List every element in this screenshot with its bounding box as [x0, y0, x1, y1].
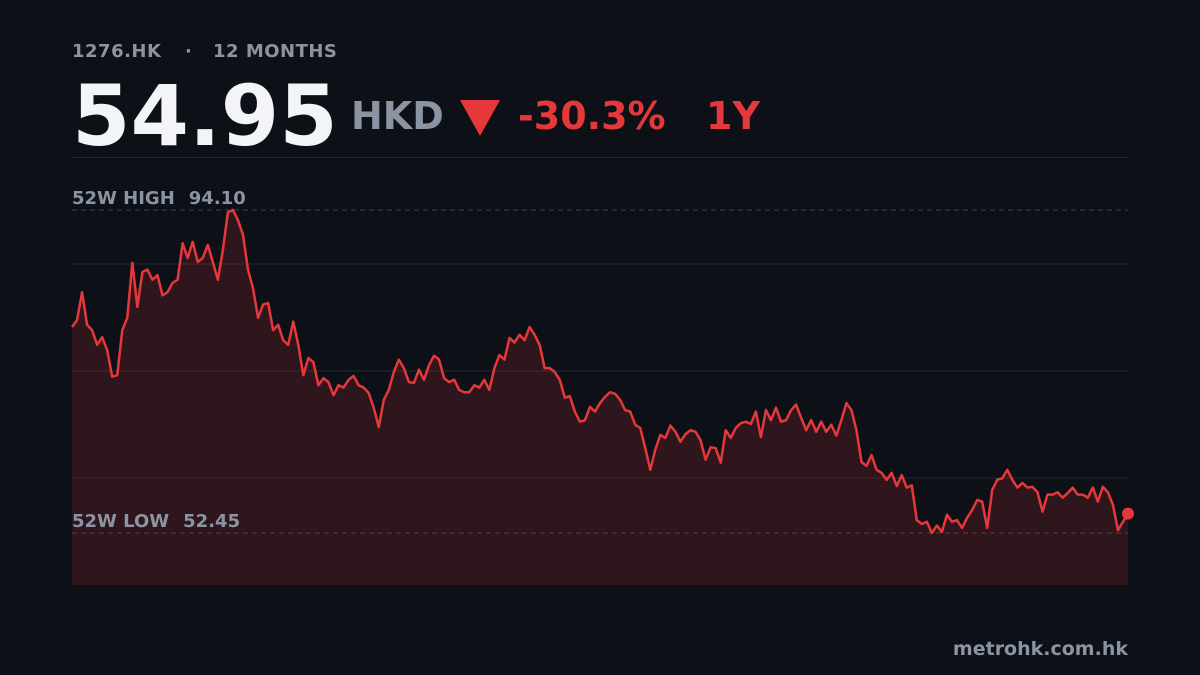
price-line [70, 208, 1130, 535]
low-label: 52W LOW [72, 511, 169, 532]
period: 12 MONTHS [213, 41, 337, 62]
area-fill [72, 209, 1128, 585]
price: 54.95 [72, 67, 338, 165]
low-value: 52.45 [183, 511, 240, 532]
currency: HKD [351, 94, 444, 138]
last-point [1122, 507, 1134, 520]
separator: · [185, 41, 192, 62]
down-arrow [460, 100, 500, 136]
high-label: 52W HIGH [72, 188, 175, 209]
high-value: 94.10 [189, 188, 246, 209]
range: 1Y [706, 94, 760, 138]
change: -30.3% [518, 94, 666, 138]
source: metrohk.com.hk [953, 638, 1128, 660]
ticker: 1276.HK [72, 41, 162, 62]
